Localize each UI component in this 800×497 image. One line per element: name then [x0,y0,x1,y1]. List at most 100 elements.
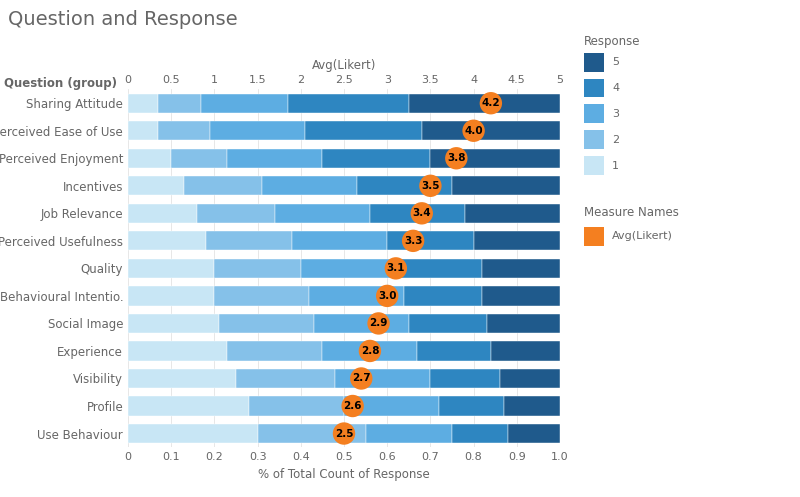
Bar [128,259,214,278]
Text: 2.8: 2.8 [361,346,379,356]
Bar [158,93,202,113]
Bar [236,369,335,388]
Point [424,182,437,190]
Text: 3: 3 [612,109,619,119]
Point [450,154,462,162]
Text: Measure Names: Measure Names [584,206,679,219]
Bar [357,176,452,195]
Bar [206,231,292,250]
Text: Question (group): Question (group) [4,77,117,90]
Bar [370,204,465,223]
Bar [128,397,249,415]
Text: 3.4: 3.4 [413,208,431,218]
Bar [310,286,405,306]
Bar [396,259,482,278]
Text: 2.7: 2.7 [352,373,370,384]
Text: 2.5: 2.5 [334,428,354,438]
Bar [301,259,396,278]
Bar [486,314,560,333]
X-axis label: Avg(Likert): Avg(Likert) [312,59,376,72]
Bar [366,424,452,443]
Bar [128,204,197,223]
Bar [218,314,314,333]
Bar [158,121,210,140]
Point [467,127,480,135]
Point [355,375,368,383]
Bar [405,286,482,306]
Point [415,209,428,217]
Text: Avg(Likert): Avg(Likert) [612,231,673,241]
Bar [452,424,508,443]
Bar [128,424,258,443]
Text: 4.2: 4.2 [482,98,500,108]
Point [390,264,402,272]
Text: 2.6: 2.6 [343,401,362,411]
Bar [409,93,560,113]
Text: 3.5: 3.5 [421,181,440,191]
Bar [214,286,310,306]
Bar [128,231,206,250]
Bar [430,149,560,168]
Bar [418,341,491,361]
Bar [171,149,227,168]
Text: 2.9: 2.9 [370,319,388,329]
Text: 3.0: 3.0 [378,291,397,301]
Bar [322,341,418,361]
Bar [258,424,366,443]
Bar [452,176,560,195]
Bar [210,121,305,140]
Bar [292,231,387,250]
Bar [128,286,214,306]
Text: 3.8: 3.8 [447,153,466,164]
Bar [128,121,158,140]
Bar [197,204,275,223]
Text: 5: 5 [612,57,619,67]
Point [346,402,359,410]
Bar [227,149,322,168]
Bar [305,121,422,140]
Bar [387,231,474,250]
Text: 1: 1 [612,161,619,170]
Bar [128,93,158,113]
Bar [344,397,439,415]
Bar [128,176,184,195]
Bar [227,341,322,361]
Text: Question and Response: Question and Response [8,10,238,29]
Bar [482,259,560,278]
Point [381,292,394,300]
Text: 3.3: 3.3 [404,236,422,246]
Text: 4: 4 [612,83,619,93]
Bar [128,149,171,168]
Bar [202,93,288,113]
Bar [474,231,560,250]
Bar [430,369,499,388]
Bar [508,424,560,443]
Point [372,320,385,328]
Text: 2: 2 [612,135,619,145]
Bar [465,204,560,223]
Bar [504,397,560,415]
Bar [184,176,262,195]
Bar [322,149,430,168]
Bar [335,369,430,388]
Bar [409,314,486,333]
Text: 4.0: 4.0 [464,126,483,136]
Bar [422,121,560,140]
Bar [128,341,227,361]
Point [485,99,498,107]
Bar [499,369,560,388]
Bar [439,397,504,415]
Bar [288,93,409,113]
Bar [491,341,560,361]
X-axis label: % of Total Count of Response: % of Total Count of Response [258,468,430,481]
Point [338,429,350,437]
Bar [214,259,301,278]
Bar [128,314,218,333]
Point [363,347,376,355]
Text: Response: Response [584,35,641,48]
Bar [482,286,560,306]
Point [406,237,419,245]
Bar [314,314,409,333]
Bar [262,176,357,195]
Bar [128,369,236,388]
